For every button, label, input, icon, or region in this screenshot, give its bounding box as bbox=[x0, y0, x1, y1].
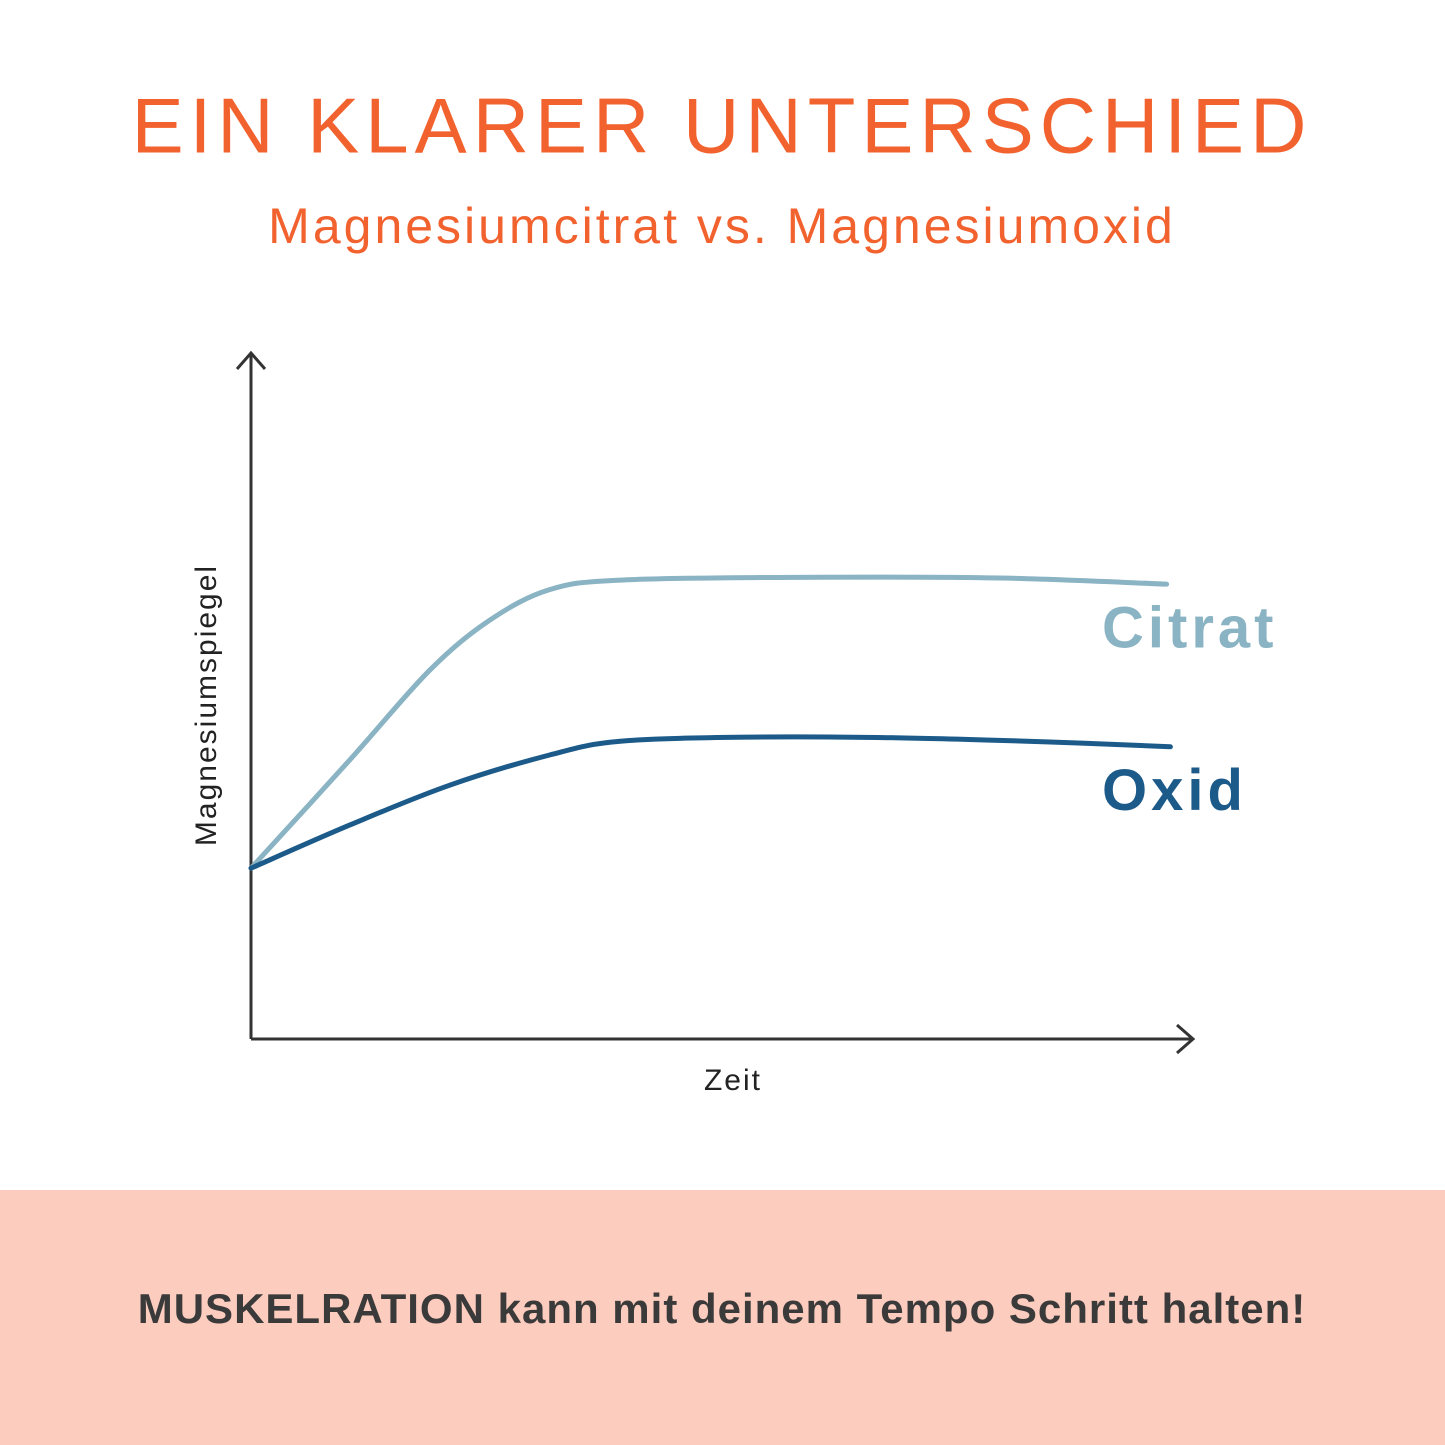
y-axis-arrow bbox=[235, 350, 267, 370]
chart-title: EIN KLARER UNTERSCHIED bbox=[132, 82, 1313, 170]
x-axis-label: Zeit bbox=[704, 1064, 762, 1097]
y-axis-label: Magnesiumspiegel bbox=[190, 564, 223, 846]
footer-text: MUSKELRATION kann mit deinem Tempo Schri… bbox=[138, 1285, 1307, 1332]
axes bbox=[235, 350, 1196, 1055]
footer-band bbox=[0, 1190, 1445, 1445]
series-label: Oxid bbox=[1102, 758, 1247, 823]
chart-subtitle: Magnesiumcitrat vs. Magnesiumoxid bbox=[268, 198, 1176, 254]
series-line bbox=[248, 734, 1173, 871]
series-line bbox=[248, 574, 1170, 871]
x-axis-arrow bbox=[1176, 1023, 1196, 1055]
plot: Citrat Oxid bbox=[248, 574, 1277, 871]
series-label: Citrat bbox=[1102, 596, 1277, 661]
